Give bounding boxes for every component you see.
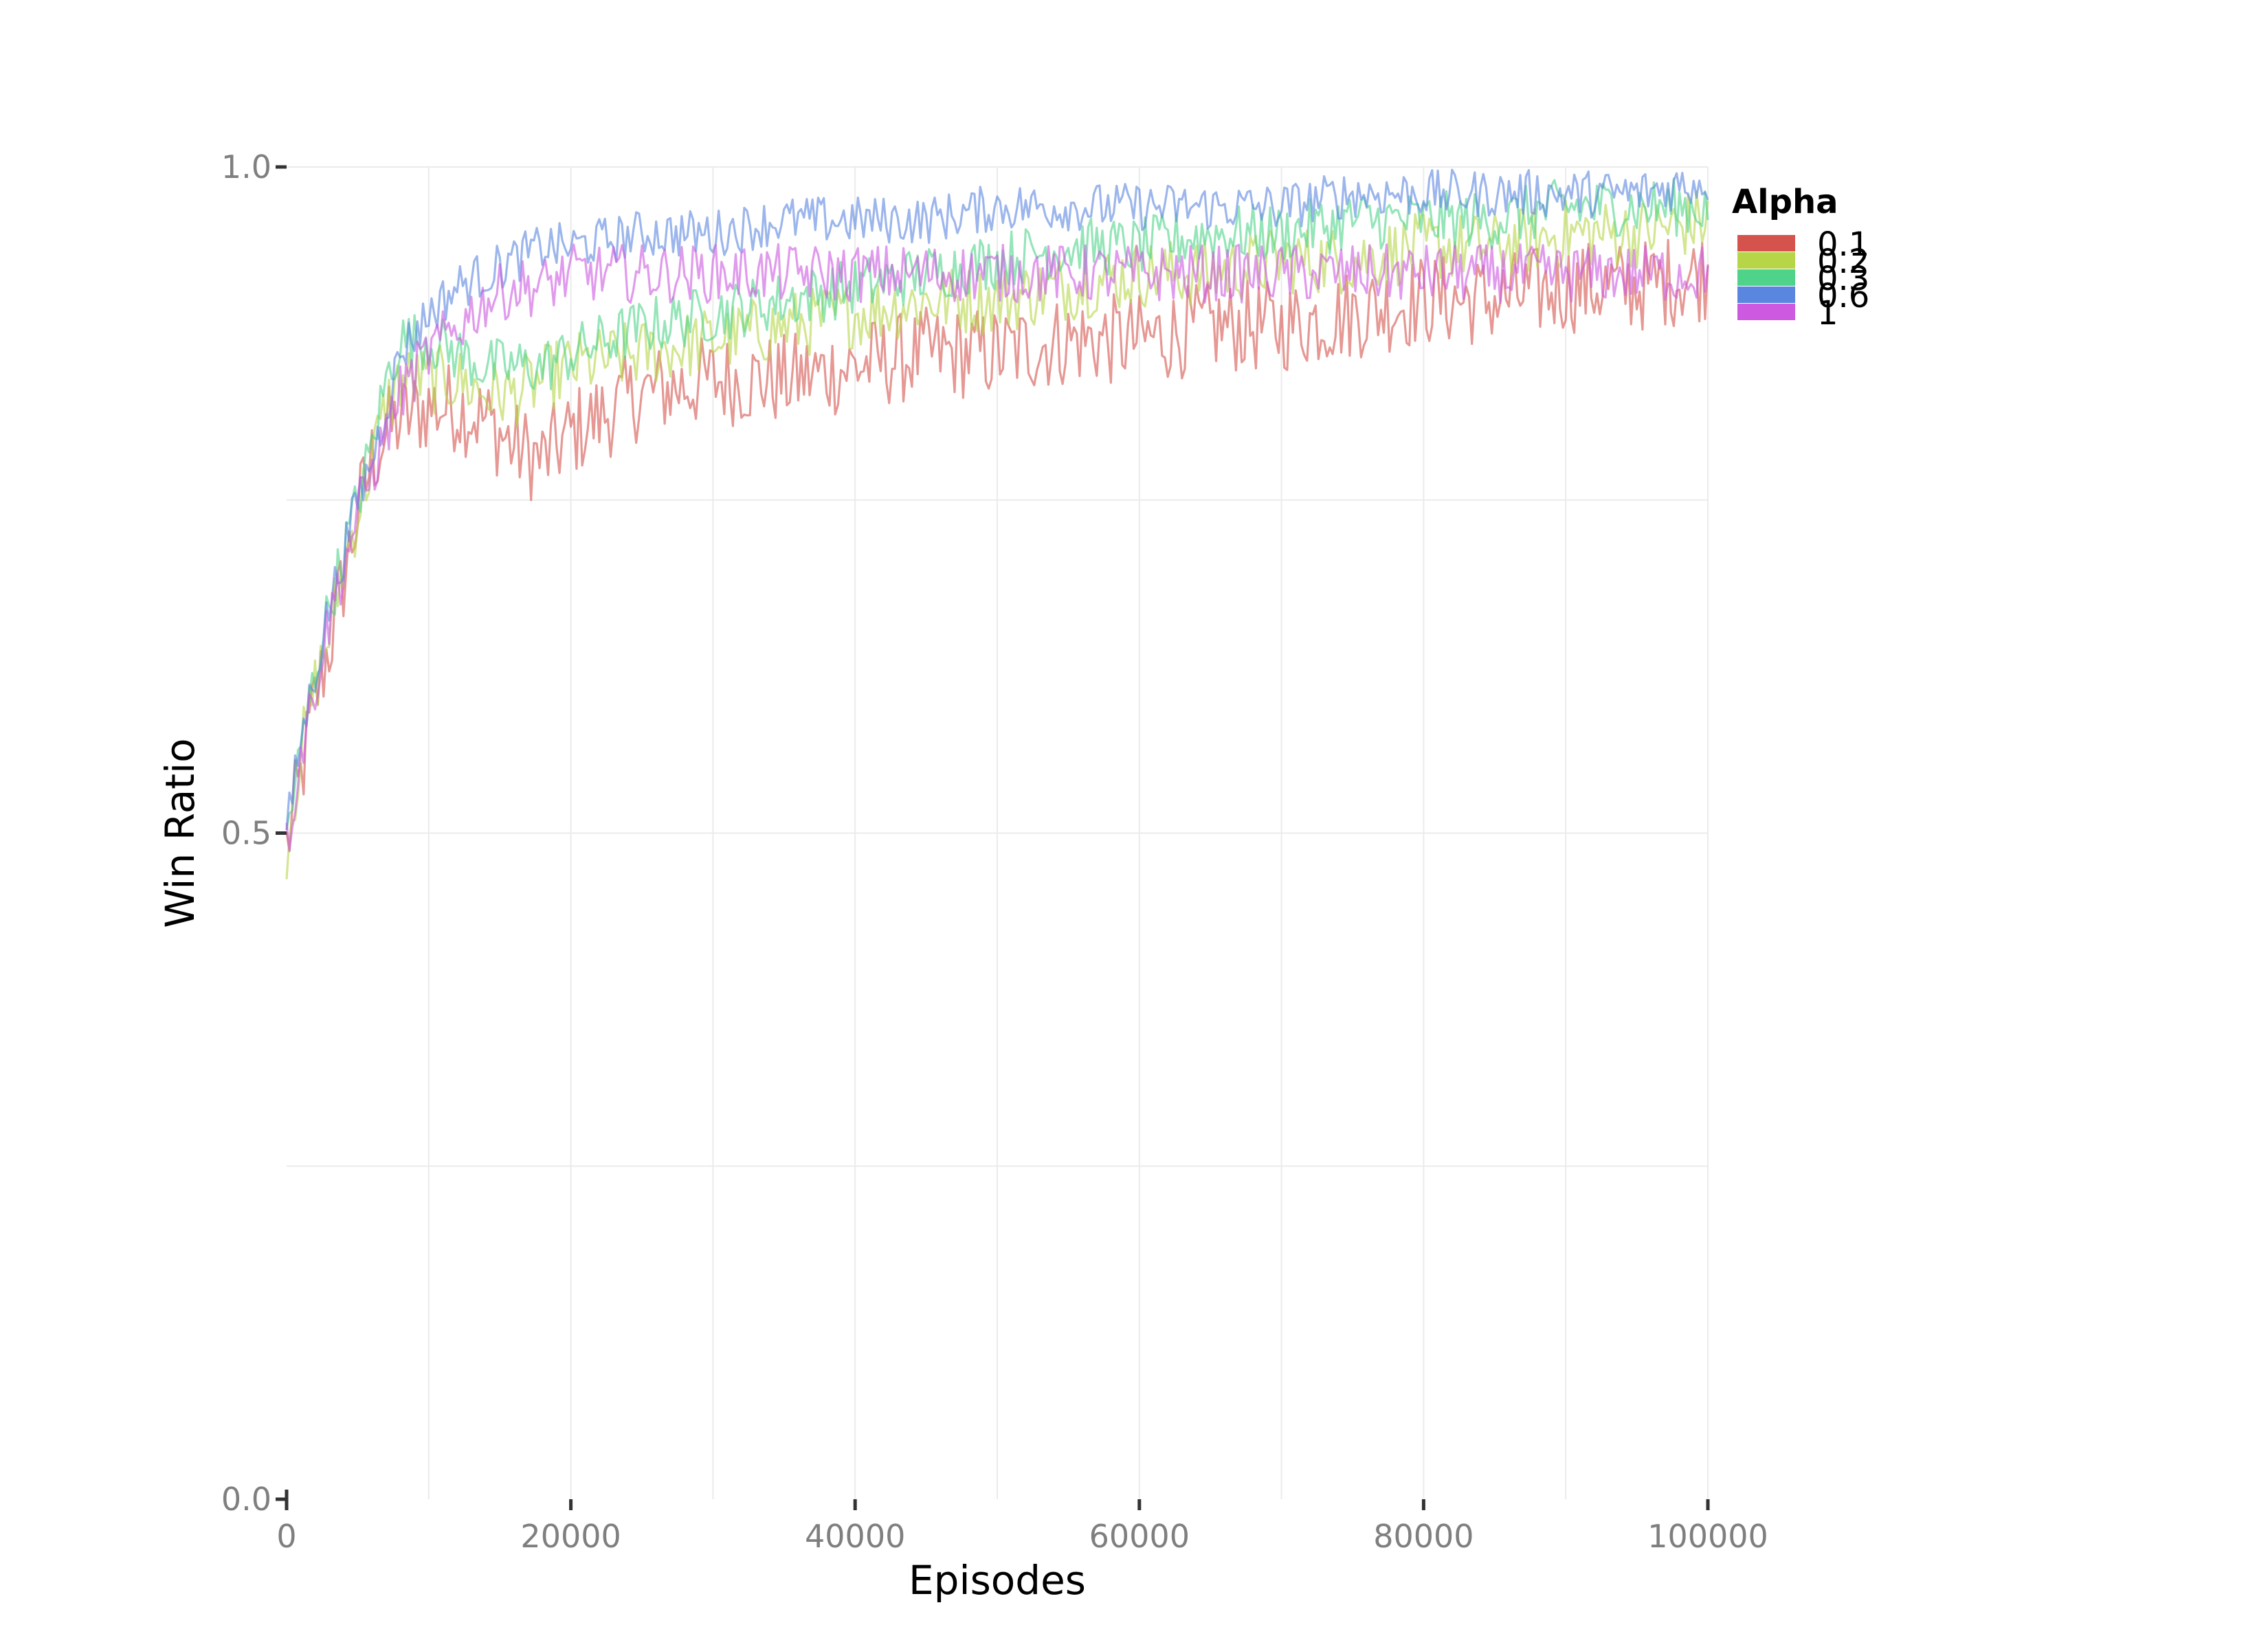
y-tick-label: 0.5 <box>221 815 271 852</box>
x-axis-title: Episodes <box>909 1557 1086 1604</box>
y-tick-label: 1.0 <box>221 148 271 186</box>
legend-label: 0.2 <box>1817 243 1869 281</box>
legend-key-0-3 <box>1737 269 1795 286</box>
y-tick-label: 0.0 <box>221 1481 271 1518</box>
legend-key-0-6 <box>1737 287 1795 303</box>
legend-label: 0.1 <box>1817 225 1869 264</box>
legend-label: 0.6 <box>1817 277 1869 315</box>
legend-key-0-1 <box>1737 235 1795 251</box>
legend: Alpha 0.10.20.30.61 <box>1732 183 1869 333</box>
legend-label: 0.3 <box>1817 260 1869 298</box>
x-tick-label: 0 <box>276 1518 296 1555</box>
grid-lines <box>287 166 1709 1499</box>
series-line-0-1 <box>285 238 1709 853</box>
x-tick-label: 20000 <box>520 1518 621 1555</box>
series-lines <box>285 168 1709 879</box>
x-tick-label: 100000 <box>1647 1518 1768 1555</box>
series-line-1 <box>285 243 1709 852</box>
x-tick-label: 60000 <box>1089 1518 1190 1555</box>
x-tick-label: 80000 <box>1373 1518 1474 1555</box>
x-tick-label: 40000 <box>805 1518 905 1555</box>
legend-key-1 <box>1737 304 1795 320</box>
legend-title: Alpha <box>1732 183 1838 221</box>
axes: 0 20000 40000 60000 80000 100000 0.0 0.5 1.0 <box>221 148 1768 1555</box>
legend-key-0-2 <box>1737 252 1795 269</box>
series-line-0-3 <box>285 177 1709 830</box>
y-axis-title: Win Ratio <box>157 738 203 928</box>
series-line-0-6 <box>285 168 1709 831</box>
legend-label: 1 <box>1817 294 1838 333</box>
